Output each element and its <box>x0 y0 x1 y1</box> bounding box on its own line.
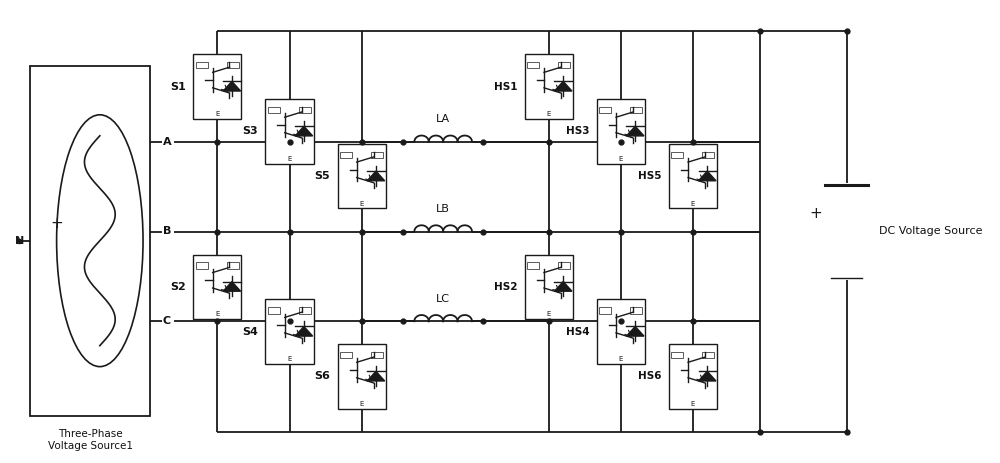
Bar <box>371 352 383 358</box>
Text: HS3: HS3 <box>566 126 589 137</box>
Text: N: N <box>15 236 24 246</box>
Text: LC: LC <box>436 294 450 304</box>
Text: Three-Phase
Voltage Source1: Three-Phase Voltage Source1 <box>48 429 133 451</box>
Text: S2: S2 <box>170 282 186 292</box>
Polygon shape <box>295 126 313 136</box>
Bar <box>30 66 150 416</box>
Bar <box>371 152 383 158</box>
Text: HS2: HS2 <box>494 282 517 292</box>
Bar <box>669 144 717 208</box>
Bar <box>525 54 573 119</box>
Bar <box>265 300 314 364</box>
Text: HS5: HS5 <box>638 171 661 181</box>
Bar <box>597 99 645 163</box>
Text: E: E <box>215 312 220 318</box>
Polygon shape <box>367 371 385 381</box>
Bar <box>268 107 280 113</box>
Bar <box>630 107 642 113</box>
Text: +: + <box>50 216 63 231</box>
Text: E: E <box>691 401 695 407</box>
Bar <box>338 344 386 409</box>
Text: S1: S1 <box>170 81 186 92</box>
Polygon shape <box>367 171 385 181</box>
Bar <box>630 307 642 313</box>
Polygon shape <box>223 282 241 291</box>
Bar <box>669 344 717 409</box>
Polygon shape <box>626 126 644 136</box>
Text: E: E <box>547 312 551 318</box>
Bar <box>558 62 570 69</box>
Text: LA: LA <box>436 114 450 124</box>
Text: HS4: HS4 <box>566 326 589 337</box>
Polygon shape <box>626 326 644 336</box>
Text: E: E <box>287 357 292 363</box>
Text: S3: S3 <box>242 126 258 137</box>
Text: B: B <box>163 226 171 237</box>
Bar <box>702 352 714 358</box>
Polygon shape <box>295 326 313 336</box>
Text: E: E <box>359 201 364 207</box>
Text: DC Voltage Source: DC Voltage Source <box>879 226 983 237</box>
Bar <box>340 352 352 358</box>
Polygon shape <box>699 371 716 381</box>
Bar <box>299 107 311 113</box>
Text: S6: S6 <box>314 371 330 382</box>
Text: E: E <box>691 201 695 207</box>
Text: +: + <box>809 206 822 220</box>
Text: E: E <box>215 111 220 117</box>
Text: E: E <box>619 357 623 363</box>
Bar <box>671 352 683 358</box>
Text: E: E <box>547 111 551 117</box>
Text: C: C <box>163 316 171 326</box>
Text: LB: LB <box>436 204 450 214</box>
Text: S5: S5 <box>314 171 330 181</box>
Ellipse shape <box>57 115 143 367</box>
Bar <box>193 255 241 319</box>
Bar <box>268 307 280 313</box>
Polygon shape <box>223 81 241 91</box>
Bar <box>227 262 239 269</box>
Polygon shape <box>699 171 716 181</box>
Text: HS1: HS1 <box>494 81 517 92</box>
Bar <box>597 300 645 364</box>
Text: E: E <box>287 156 292 162</box>
Bar <box>196 262 208 269</box>
Bar <box>599 307 611 313</box>
Polygon shape <box>554 282 572 291</box>
Bar <box>527 262 539 269</box>
Polygon shape <box>554 81 572 91</box>
Bar <box>265 99 314 163</box>
Text: A: A <box>163 137 171 147</box>
Bar <box>671 152 683 158</box>
Bar <box>196 62 208 69</box>
Bar <box>338 144 386 208</box>
Text: HS6: HS6 <box>638 371 661 382</box>
Text: E: E <box>619 156 623 162</box>
Bar <box>527 62 539 69</box>
Bar <box>599 107 611 113</box>
Bar <box>299 307 311 313</box>
Bar <box>193 54 241 119</box>
Bar <box>340 152 352 158</box>
Bar <box>558 262 570 269</box>
Bar <box>525 255 573 319</box>
Text: E: E <box>359 401 364 407</box>
Bar <box>227 62 239 69</box>
Text: S4: S4 <box>242 326 258 337</box>
Bar <box>702 152 714 158</box>
